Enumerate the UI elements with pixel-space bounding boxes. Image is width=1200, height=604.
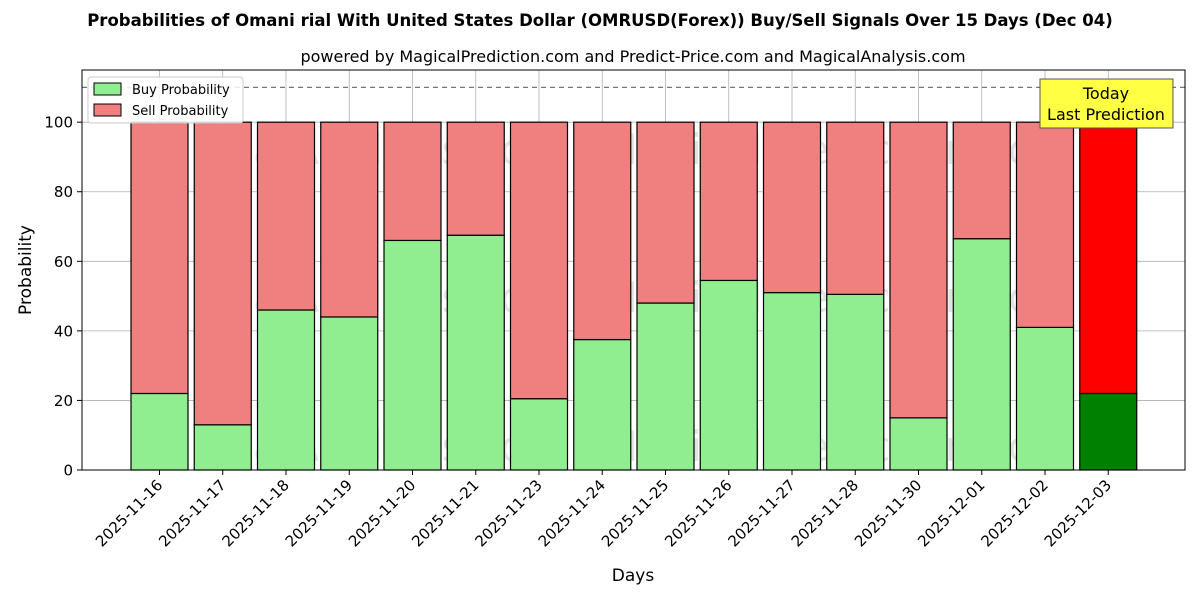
x-tick-label: 2025-11-23 bbox=[471, 476, 545, 550]
x-tick-label: 2025-11-20 bbox=[345, 476, 419, 550]
y-tick-label: 40 bbox=[54, 322, 73, 340]
sell-bar bbox=[130, 121, 189, 395]
legend-label-sell: Sell Probability bbox=[132, 104, 229, 119]
buy-bar bbox=[826, 293, 885, 471]
x-tick-label: 2025-11-16 bbox=[92, 476, 166, 550]
buy-bar bbox=[320, 316, 379, 471]
buy-bar bbox=[1079, 392, 1138, 471]
x-tick-label: 2025-11-24 bbox=[535, 476, 609, 550]
plot-frame bbox=[81, 69, 1186, 471]
y-tick-label: 60 bbox=[54, 253, 73, 271]
x-tick-label: 2025-11-18 bbox=[218, 476, 292, 550]
x-tick-label: 2025-11-28 bbox=[788, 476, 862, 550]
x-tick-label: 2025-11-17 bbox=[155, 476, 229, 550]
x-tick-label: 2025-11-25 bbox=[598, 476, 672, 550]
buy-bar bbox=[256, 309, 316, 471]
y-axis-label: Probability bbox=[16, 225, 36, 315]
buy-bar bbox=[636, 302, 695, 471]
sell-bar bbox=[256, 121, 316, 311]
buy-bar bbox=[952, 238, 1011, 471]
legend-swatch-buy bbox=[93, 82, 122, 96]
legend-swatch-sell bbox=[93, 103, 122, 117]
buy-bar bbox=[509, 398, 569, 471]
sell-bar bbox=[826, 121, 885, 295]
x-tick-label: 2025-11-30 bbox=[851, 476, 925, 550]
annotation-today: Today bbox=[1082, 84, 1129, 103]
buy-bar bbox=[889, 417, 948, 471]
annotation-box bbox=[1039, 78, 1174, 129]
buy-bar bbox=[130, 392, 189, 471]
chart-subtitle: powered by MagicalPrediction.com and Pre… bbox=[300, 47, 965, 66]
sell-bar bbox=[573, 121, 632, 341]
legend-label-buy: Buy Probability bbox=[132, 83, 230, 98]
sell-bar bbox=[383, 121, 442, 242]
legend-box bbox=[87, 76, 244, 124]
x-tick-label: 2025-12-01 bbox=[914, 476, 988, 550]
y-tick-label: 0 bbox=[63, 462, 73, 480]
sell-bar bbox=[889, 121, 948, 419]
x-tick-label: 2025-11-26 bbox=[661, 476, 735, 550]
x-tick-label: 2025-12-02 bbox=[977, 476, 1051, 550]
sell-bar bbox=[1015, 121, 1075, 328]
x-axis-label: Days bbox=[612, 566, 655, 586]
sell-bar bbox=[509, 121, 569, 400]
annotation-last-prediction: Last Prediction bbox=[1047, 105, 1165, 124]
buy-bar bbox=[573, 338, 632, 471]
chart-title: Probabilities of Omani rial With United … bbox=[87, 11, 1113, 30]
sell-bar bbox=[699, 121, 758, 282]
x-tick-label: 2025-11-19 bbox=[282, 476, 356, 550]
y-tick-label: 100 bbox=[44, 114, 73, 132]
buy-bar bbox=[762, 292, 822, 471]
y-tick-label: 20 bbox=[54, 392, 73, 410]
sell-bar bbox=[762, 121, 822, 294]
sell-bar bbox=[446, 121, 505, 236]
sell-bar bbox=[1079, 121, 1138, 395]
buy-bar bbox=[1015, 326, 1075, 471]
buy-bar bbox=[193, 424, 252, 471]
sell-bar bbox=[320, 121, 379, 318]
x-tick-label: 2025-11-27 bbox=[724, 476, 798, 550]
x-tick-label: 2025-12-03 bbox=[1041, 476, 1115, 550]
buy-bar bbox=[383, 239, 442, 471]
sell-bar bbox=[952, 121, 1011, 240]
buy-bar bbox=[699, 279, 758, 471]
buy-bar bbox=[446, 234, 505, 471]
y-tick-label: 80 bbox=[54, 183, 73, 201]
x-tick-label: 2025-11-21 bbox=[408, 476, 482, 550]
sell-bar bbox=[636, 121, 695, 304]
sell-bar bbox=[193, 121, 252, 426]
